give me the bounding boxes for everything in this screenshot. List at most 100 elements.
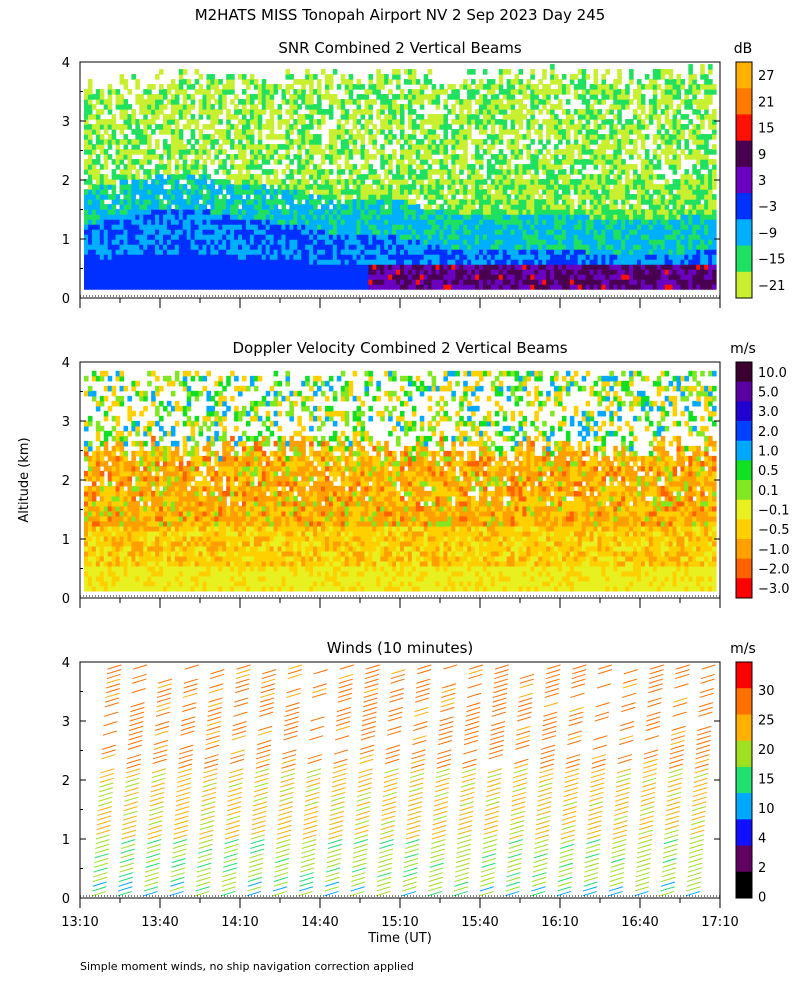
snr-cell bbox=[561, 284, 567, 290]
snr-cell bbox=[372, 244, 377, 250]
snr-cell bbox=[368, 89, 373, 95]
snr-cell bbox=[214, 154, 219, 160]
snr-cell bbox=[163, 114, 168, 120]
snr-cell bbox=[455, 114, 460, 120]
snr-cell bbox=[249, 229, 255, 235]
snr-cell bbox=[565, 109, 571, 115]
snr-cell bbox=[301, 84, 306, 90]
snr-cell bbox=[510, 184, 516, 190]
snr-cell bbox=[206, 139, 211, 145]
snr-cell bbox=[411, 244, 417, 250]
snr-cell bbox=[253, 124, 259, 130]
snr-cell bbox=[471, 284, 476, 290]
snr-cell bbox=[577, 254, 583, 260]
snr-cell bbox=[597, 234, 603, 240]
snr-cell bbox=[542, 94, 547, 100]
snr-cell bbox=[123, 174, 129, 180]
snr-cell bbox=[269, 169, 275, 175]
snr-cell bbox=[360, 144, 366, 150]
snr-cell bbox=[558, 209, 563, 215]
snr-cell bbox=[573, 94, 579, 100]
snr-cell bbox=[273, 159, 279, 165]
snr-cell bbox=[273, 134, 279, 140]
snr-cell bbox=[451, 199, 456, 205]
snr-cell bbox=[605, 119, 610, 125]
snr-cell bbox=[190, 249, 196, 255]
snr-cell bbox=[384, 214, 389, 220]
snr-cell bbox=[447, 244, 452, 250]
snr-cell bbox=[372, 174, 377, 180]
snr-cell bbox=[155, 219, 160, 225]
snr-cell bbox=[332, 224, 338, 230]
snr-cell bbox=[593, 99, 599, 105]
snr-cell bbox=[451, 194, 456, 200]
snr-cell bbox=[629, 234, 634, 240]
snr-cell bbox=[506, 99, 512, 105]
snr-cell bbox=[226, 214, 231, 220]
snr-cell bbox=[467, 134, 472, 140]
snr-cell bbox=[234, 284, 239, 290]
snr-cell bbox=[530, 164, 535, 170]
snr-cell bbox=[289, 209, 294, 215]
snr-cell bbox=[372, 269, 377, 275]
snr-cell bbox=[554, 164, 559, 170]
snr-cell bbox=[135, 234, 140, 240]
snr-cell bbox=[415, 79, 421, 85]
snr-cell bbox=[198, 264, 204, 270]
snr-cell bbox=[400, 174, 405, 180]
snr-cell bbox=[384, 264, 389, 270]
snr-cell bbox=[633, 264, 638, 270]
snr-cell bbox=[376, 149, 381, 155]
snr-cell bbox=[214, 219, 219, 225]
snr-cell bbox=[388, 284, 393, 290]
snr-cell bbox=[234, 94, 239, 100]
snr-cell bbox=[289, 84, 294, 90]
snr-cell bbox=[111, 184, 117, 190]
snr-cell bbox=[230, 244, 235, 250]
snr-cell bbox=[99, 264, 105, 270]
snr-cell bbox=[182, 79, 188, 85]
snr-cell bbox=[364, 244, 369, 250]
snr-cell bbox=[589, 234, 595, 240]
snr-cell bbox=[273, 174, 279, 180]
snr-cell bbox=[542, 74, 547, 80]
snr-cell bbox=[321, 179, 326, 185]
snr-cell bbox=[115, 89, 121, 95]
snr-cell bbox=[455, 214, 460, 220]
snr-cell bbox=[415, 284, 421, 290]
snr-cell bbox=[119, 209, 125, 215]
snr-cell bbox=[328, 154, 334, 160]
snr-cell bbox=[321, 209, 326, 215]
snr-cell bbox=[99, 214, 105, 220]
snr-cell bbox=[257, 254, 263, 260]
snr-cell bbox=[159, 214, 164, 220]
snr-cell bbox=[561, 269, 567, 275]
snr-cell bbox=[281, 94, 287, 100]
snr-cell bbox=[475, 124, 480, 130]
snr-cell bbox=[585, 184, 591, 190]
snr-cell bbox=[155, 199, 160, 205]
snr-cell bbox=[593, 69, 599, 75]
snr-cell bbox=[123, 144, 129, 150]
snr-cell bbox=[502, 159, 508, 165]
snr-cell bbox=[155, 99, 160, 105]
snr-cell bbox=[558, 264, 563, 270]
snr-panel-title: SNR Combined 2 Vertical Beams bbox=[278, 39, 521, 57]
snr-cell bbox=[151, 189, 156, 195]
snr-cell bbox=[494, 269, 500, 275]
snr-cell bbox=[589, 229, 595, 235]
snr-cell bbox=[139, 254, 144, 260]
snr-cell bbox=[447, 199, 452, 205]
snr-cell bbox=[392, 259, 397, 265]
snr-cell bbox=[411, 284, 417, 290]
snr-cell bbox=[340, 184, 346, 190]
snr-cell bbox=[87, 144, 93, 150]
snr-cell bbox=[87, 169, 93, 175]
snr-cell bbox=[609, 204, 614, 210]
snr-cell bbox=[561, 234, 567, 240]
snr-cell bbox=[459, 109, 464, 115]
snr-cell bbox=[546, 159, 551, 165]
snr-cell bbox=[546, 234, 551, 240]
snr-cell bbox=[305, 154, 310, 160]
snr-cell bbox=[494, 284, 500, 290]
